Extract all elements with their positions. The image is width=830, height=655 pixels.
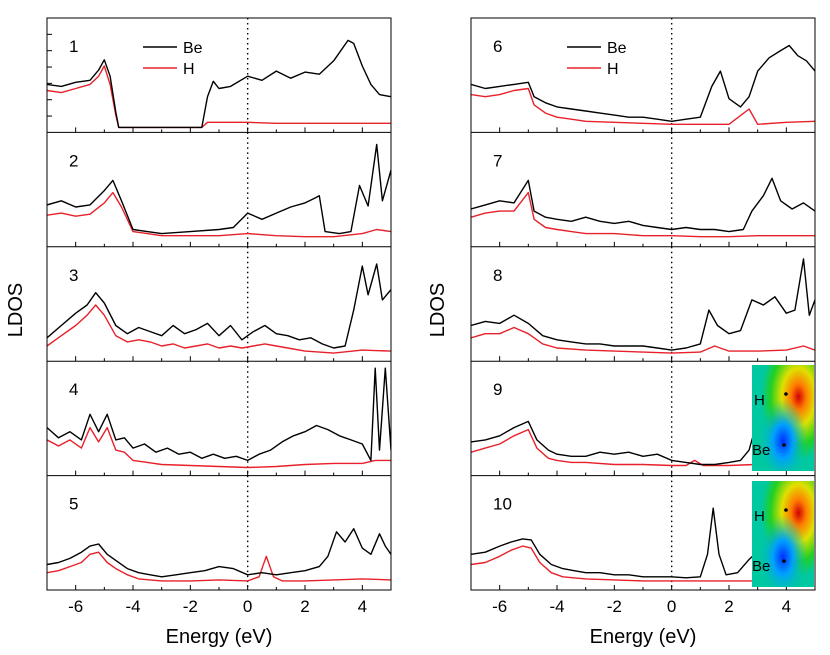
- ldos-panel-6: [471, 18, 815, 133]
- ldos-panel-4: [47, 361, 391, 476]
- panel-number-3: 3: [69, 266, 78, 285]
- legend-label-h: H: [183, 61, 195, 78]
- x-tick-label: 2: [724, 597, 733, 616]
- inset-be-label: Be: [752, 558, 770, 575]
- x-tick-label: -4: [125, 597, 140, 616]
- be-ldos-line: [47, 143, 391, 235]
- column-frame: [46, 17, 392, 591]
- h-ldos-line: [47, 191, 391, 238]
- be-ldos-line: [471, 507, 756, 579]
- panel-number-8: 8: [493, 266, 502, 285]
- panel-number-10: 10: [493, 495, 512, 514]
- ldos-panel-1: [47, 18, 391, 133]
- x-tick-label: 2: [300, 597, 309, 616]
- h-atom-dot: [784, 508, 788, 512]
- left-x-axis-label: Energy (eV): [166, 626, 273, 648]
- inset-be-density: [752, 365, 814, 471]
- x-tick-label: -4: [549, 597, 564, 616]
- legend-label-h: H: [607, 61, 619, 78]
- be-ldos-line: [471, 258, 815, 351]
- be-ldos-line: [47, 367, 391, 462]
- ldos-panel-7: [471, 132, 815, 247]
- panel-number-1: 1: [69, 37, 78, 56]
- be-ldos-line: [47, 39, 391, 129]
- be-ldos-line: [471, 420, 756, 466]
- panel-number-6: 6: [493, 37, 502, 56]
- ldos-panel-5: [47, 475, 391, 590]
- charge-density-inset-9: H Be: [752, 365, 814, 471]
- be-ldos-line: [47, 528, 391, 578]
- panel-number-2: 2: [69, 151, 78, 170]
- h-ldos-line: [47, 65, 391, 129]
- inset-be-density: [752, 481, 814, 587]
- panel-number-5: 5: [69, 495, 78, 514]
- be-ldos-line: [471, 177, 815, 233]
- column-frame: [470, 17, 816, 591]
- h-ldos-line: [47, 551, 391, 582]
- right-column: 6 Be H 7 8 9 10 -6 -4 -2 0 2 4: [470, 17, 816, 616]
- x-tick-label: 4: [358, 597, 367, 616]
- h-ldos-line: [471, 191, 815, 238]
- legend-label-be: Be: [183, 40, 203, 57]
- right-x-axis-label: Energy (eV): [590, 626, 697, 648]
- ldos-panel-8: [471, 246, 815, 362]
- h-ldos-line: [47, 426, 391, 469]
- right-y-axis-label: LDOS: [427, 283, 449, 337]
- be-ldos-line: [47, 263, 391, 349]
- ldos-panel-9: [471, 361, 815, 476]
- x-tick-label: -2: [183, 597, 198, 616]
- h-ldos-line: [471, 87, 815, 126]
- be-atom-dot: [782, 559, 786, 563]
- h-atom-dot: [784, 392, 788, 396]
- panel-number-4: 4: [69, 380, 78, 399]
- x-tick-label: -6: [492, 597, 507, 616]
- ldos-panel-3: [47, 246, 391, 362]
- x-tick-label: -2: [607, 597, 622, 616]
- panel-number-7: 7: [493, 151, 502, 170]
- h-ldos-line: [471, 545, 755, 582]
- inset-h-label: H: [754, 508, 765, 525]
- inset-h-label: H: [754, 392, 765, 409]
- x-tick-label: -6: [68, 597, 83, 616]
- h-ldos-line: [47, 304, 391, 354]
- ldos-panel-2: [47, 132, 391, 247]
- h-ldos-line: [471, 326, 815, 354]
- be-ldos-line: [471, 44, 815, 123]
- charge-density-inset-10: H Be: [752, 481, 814, 587]
- legend-label-be: Be: [607, 40, 627, 57]
- left-y-axis-label: LDOS: [5, 283, 27, 337]
- be-atom-dot: [782, 443, 786, 447]
- x-tick-label: 4: [782, 597, 791, 616]
- panel-number-9: 9: [493, 380, 502, 399]
- x-tick-label: 0: [243, 597, 252, 616]
- left-column: 1 Be H 2 3 4 5 -6 -4 -2 0 2 4: [46, 17, 392, 616]
- inset-be-label: Be: [752, 442, 770, 459]
- x-tick-label: 0: [667, 597, 676, 616]
- h-ldos-line: [471, 428, 755, 467]
